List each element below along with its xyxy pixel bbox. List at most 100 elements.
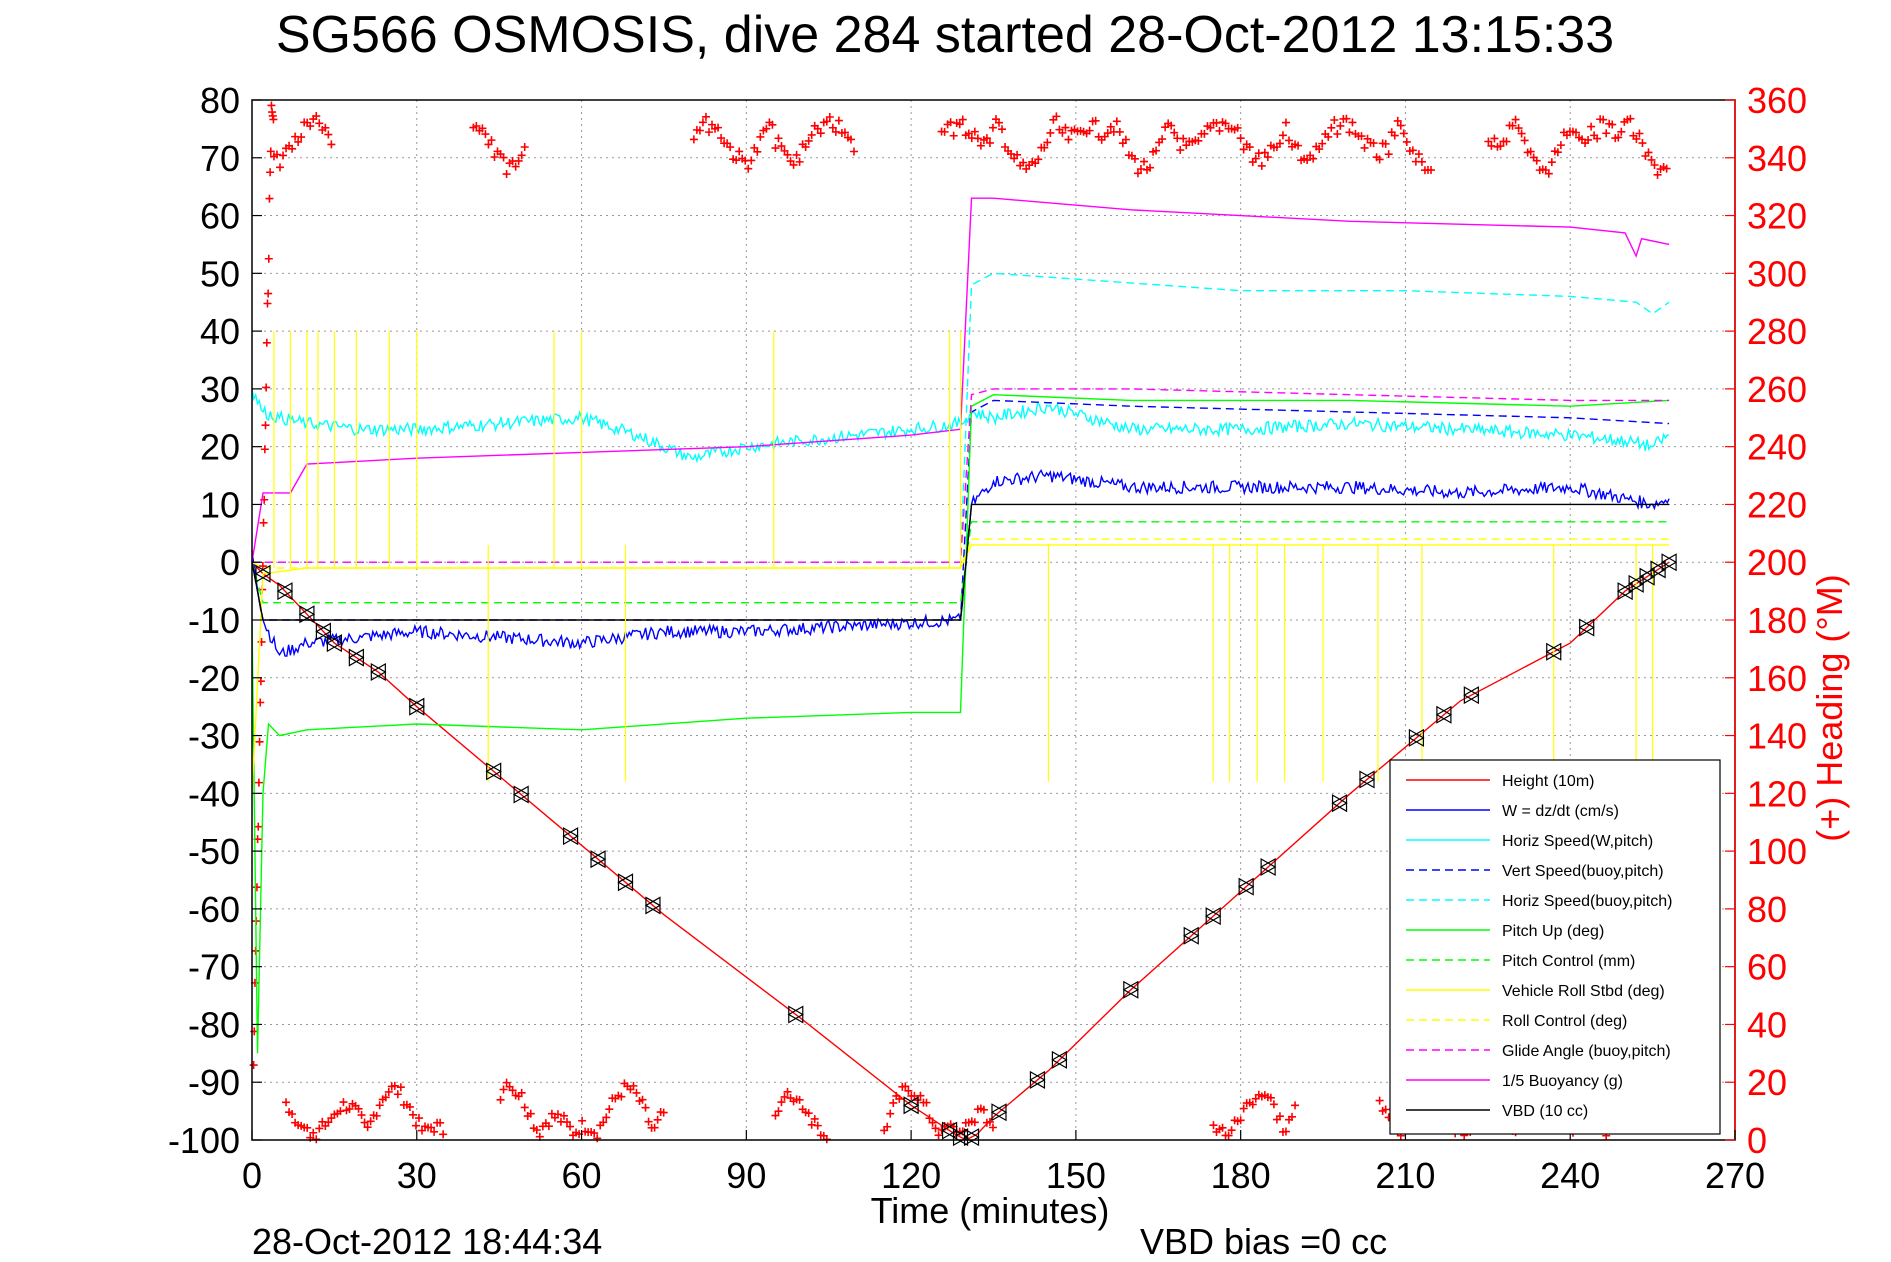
plot-area: 0 30 60 90 120 150 180 210 240 270-100-90-80-70-6… <box>168 80 1807 1196</box>
y-tick-label: 0 <box>220 542 240 583</box>
heading-marker <box>840 128 849 137</box>
heading-marker <box>1626 114 1635 123</box>
dive-marker <box>485 762 502 781</box>
heading-marker <box>825 112 834 121</box>
heading-marker <box>496 1095 505 1104</box>
heading-marker <box>807 130 816 139</box>
heading-marker <box>744 164 753 173</box>
heading-marker <box>698 118 707 127</box>
y2-tick-label: 160 <box>1747 658 1807 699</box>
heading-marker <box>1381 139 1390 148</box>
heading-marker <box>1360 143 1369 152</box>
heading-marker <box>789 160 798 169</box>
y2-tick-label: 200 <box>1747 542 1807 583</box>
heading-marker <box>771 1111 780 1120</box>
legend-label: Roll Control (deg) <box>1502 1013 1627 1030</box>
heading-marker <box>396 1083 405 1092</box>
y-tick-label: -100 <box>168 1120 240 1161</box>
heading-marker <box>1327 123 1336 132</box>
heading-marker <box>599 1118 608 1127</box>
heading-marker <box>970 1118 979 1127</box>
heading-marker <box>1239 1104 1248 1113</box>
heading-marker <box>327 140 336 149</box>
heading-marker <box>783 150 792 159</box>
heading-marker <box>1487 141 1496 150</box>
heading-marker <box>262 383 271 392</box>
heading-marker <box>955 120 964 129</box>
heading-marker <box>605 1105 614 1114</box>
dive-marker <box>1122 980 1140 999</box>
heading-marker <box>849 147 858 156</box>
heading-marker <box>261 421 270 430</box>
heading-marker <box>1040 143 1049 152</box>
footer-vbd-bias: VBD bias =0 cc <box>1140 1221 1387 1262</box>
dive-marker <box>990 1103 1008 1122</box>
heading-marker <box>354 1104 363 1113</box>
heading-marker <box>1294 141 1303 150</box>
heading-marker <box>1602 129 1611 138</box>
heading-marker <box>708 120 717 129</box>
heading-marker <box>1303 156 1312 165</box>
heading-marker <box>1130 154 1139 163</box>
heading-marker <box>258 562 267 571</box>
dive-marker <box>1183 926 1200 945</box>
heading-marker <box>958 115 967 124</box>
heading-marker <box>288 1109 297 1118</box>
dive-marker <box>1259 857 1277 877</box>
heading-marker <box>771 144 780 153</box>
heading-marker <box>810 1114 819 1123</box>
heading-marker <box>1662 164 1671 173</box>
heading-marker <box>998 125 1007 134</box>
x-axis-label: Time (minutes) <box>871 1190 1110 1231</box>
series-line <box>251 521 1670 604</box>
heading-marker <box>934 1131 943 1140</box>
heading-marker <box>1158 135 1167 144</box>
heading-marker <box>650 1123 659 1132</box>
heading-marker <box>1221 119 1230 128</box>
heading-marker <box>768 120 777 129</box>
heading-marker <box>276 163 285 172</box>
heading-marker <box>1584 135 1593 144</box>
heading-marker <box>405 1102 414 1111</box>
heading-marker <box>1206 123 1215 132</box>
heading-marker <box>813 1121 822 1130</box>
x-tick-label: 0 <box>242 1155 262 1196</box>
heading-marker <box>795 157 804 166</box>
heading-marker <box>717 134 726 143</box>
heading-marker <box>499 153 508 162</box>
y2-tick-label: 300 <box>1747 253 1807 294</box>
heading-marker <box>1638 139 1647 148</box>
heading-marker <box>1245 143 1254 152</box>
heading-marker <box>753 147 762 156</box>
heading-marker <box>973 134 982 143</box>
heading-marker <box>260 445 269 454</box>
heading-marker <box>390 1081 399 1090</box>
y-tick-label: -50 <box>188 831 240 872</box>
heading-marker <box>1263 153 1272 162</box>
heading-marker <box>653 1115 662 1124</box>
heading-marker <box>590 1129 599 1138</box>
heading-marker <box>1587 122 1596 131</box>
heading-marker <box>336 1107 345 1116</box>
heading-marker <box>904 1086 913 1095</box>
x-tick-label: 60 <box>562 1155 602 1196</box>
heading-marker <box>701 112 710 121</box>
heading-marker <box>1248 1100 1257 1109</box>
heading-marker <box>756 132 765 141</box>
chart-title: SG566 OSMOSIS, dive 284 started 28-Oct-2… <box>276 6 1614 64</box>
heading-marker <box>1330 116 1339 125</box>
heading-marker <box>508 1086 517 1095</box>
heading-marker <box>1617 127 1626 136</box>
heading-marker <box>1275 139 1284 148</box>
heading-marker <box>1647 155 1656 164</box>
heading-marker <box>255 737 264 746</box>
heading-marker <box>1318 139 1327 148</box>
heading-marker <box>979 1105 988 1114</box>
heading-marker <box>1281 1127 1290 1136</box>
dive-marker <box>787 1005 804 1024</box>
heading-marker <box>1179 134 1188 143</box>
series-line <box>251 561 1670 1141</box>
legend-label: Horiz Speed(W,pitch) <box>1502 833 1653 850</box>
heading-marker <box>1608 120 1617 129</box>
heading-marker <box>1103 129 1112 138</box>
